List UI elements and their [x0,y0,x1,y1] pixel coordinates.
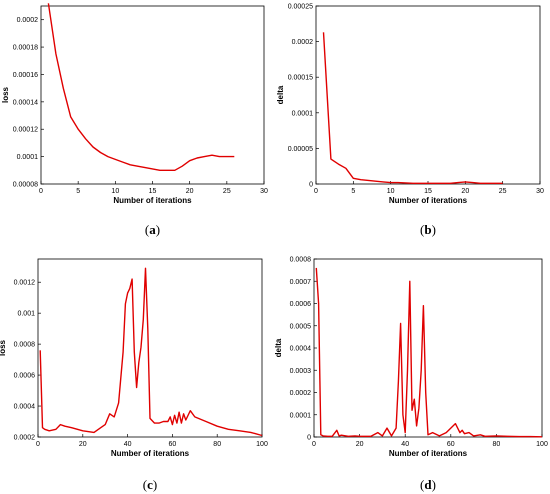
chart-d-xtick-label: 0 [312,441,316,448]
chart-a-ytick-label: 0.00018 [13,45,38,52]
chart-d-caption-letter: d [424,477,432,492]
chart-d-ytick-label: 0 [307,435,311,442]
chart-c-ytick-label: 0.0004 [14,404,36,411]
chart-d-xtick-label: 60 [447,441,455,448]
chart-d-xtick-label: 80 [493,441,501,448]
chart-d-xtick-label: 40 [401,441,409,448]
chart-c-xtick-label: 100 [256,441,268,448]
chart-b-plot-frame [315,5,541,185]
chart-b-ytick-label: 0.00015 [288,75,313,82]
chart-b-ytick-label: 0.00005 [288,146,313,153]
chart-a-xtick-label: 30 [260,188,268,195]
chart-a-ytick-label: 0.00012 [13,127,38,134]
chart-b-ytick-label: 0 [309,182,313,189]
chart-c-series-line [39,267,263,437]
chart-a-caption-letter: a [149,222,156,237]
chart-a-xtick-label: 15 [149,188,157,195]
chart-a-caption: (a) [145,222,160,237]
chart-c-caption: (c) [143,477,157,492]
chart-d-plot-frame [313,258,543,438]
chart-d-xtick-label: 100 [536,441,548,448]
chart-b-caption: (b) [420,222,436,237]
chart-c-ytick-label: 0.0012 [14,280,36,287]
chart-a-xtick-label: 10 [111,188,119,195]
chart-a-ytick-label: 0.0001 [17,154,39,161]
chart-a-ytick-label: 0.00016 [13,72,38,79]
chart-d-ytick-label: 0.0002 [290,390,312,397]
chart-a-xtick-label: 25 [223,188,231,195]
chart-c-ytick-label: 0.0006 [14,373,36,380]
chart-c-ytick-label: 0.0008 [14,342,36,349]
chart-a-ytick-label: 0.00008 [13,182,38,189]
chart-b-xtick-label: 25 [499,188,507,195]
chart-b-ylabel: delta [276,85,285,104]
chart-c-xtick-label: 60 [169,441,177,448]
chart-c-ylabel: loss [0,339,7,356]
chart-d-xlabel: Number of iterations [389,449,468,458]
chart-d-ytick-label: 0.0006 [290,301,312,308]
chart-d-ytick-label: 0.0005 [290,323,312,330]
chart-b-xtick-label: 5 [351,188,355,195]
chart-a-xlabel: Number of iterations [113,196,192,205]
chart-a-ytick-label: 0.0002 [17,17,39,24]
chart-d-caption: (d) [420,477,436,492]
chart-b-ytick-label: 0.0001 [292,110,314,117]
chart-b-xtick-label: 20 [461,188,469,195]
chart-d-ytick-label: 0.0003 [290,368,312,375]
chart-c-xtick-label: 80 [213,441,221,448]
chart-c-xtick-label: 20 [79,441,87,448]
chart-d-ytick-label: 0.0008 [290,257,312,264]
chart-d-xtick-label: 20 [356,441,364,448]
chart-b-xtick-label: 15 [424,188,432,195]
chart-b-xtick-label: 0 [314,188,318,195]
chart-a-ylabel: loss [1,86,10,103]
chart-d-ytick-label: 0.0004 [290,346,312,353]
chart-c-xtick-label: 0 [36,441,40,448]
chart-b-series-line [322,32,503,185]
chart-b-caption-letter: b [424,222,431,237]
chart-d-ytick-label: 0.0001 [290,412,312,419]
chart-c-xtick-label: 40 [124,441,132,448]
chart-a-ytick-label: 0.00014 [13,99,38,106]
chart-c-plot-frame [37,258,263,438]
chart-c-caption-letter: c [147,477,153,492]
chart-d-ylabel: delta [274,338,283,357]
chart-c-ytick-label: 0.001 [17,311,35,318]
chart-a-xtick-label: 0 [39,188,43,195]
chart-a-xtick-label: 20 [186,188,194,195]
chart-b-xtick-label: 10 [387,188,395,195]
chart-a-series-line [47,3,235,172]
chart-b-ytick-label: 0.0002 [292,39,314,46]
chart-b-xlabel: Number of iterations [389,196,468,205]
chart-c-xlabel: Number of iterations [111,449,190,458]
chart-b-xtick-label: 30 [536,188,544,195]
chart-d-series-line [315,267,543,438]
chart-b-ytick-label: 0.00025 [288,4,313,11]
chart-c-ytick-label: 0.0002 [14,435,36,442]
chart-d-ytick-label: 0.0007 [290,279,312,286]
chart-a-xtick-label: 5 [76,188,80,195]
